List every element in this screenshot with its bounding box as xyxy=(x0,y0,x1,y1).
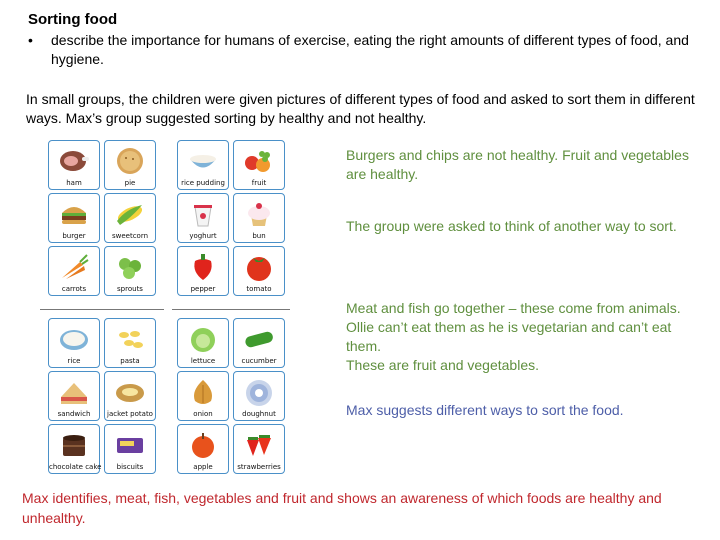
sweetcorn-icon xyxy=(117,205,143,225)
food-label: pie xyxy=(124,179,136,187)
food-card-tomato: tomato xyxy=(233,246,285,296)
strawberries-icon xyxy=(247,435,271,456)
note-meat-fish-text: Meat and fish go together – these come f… xyxy=(346,300,681,354)
food-label: carrots xyxy=(61,285,87,293)
food-label: sandwich xyxy=(57,410,91,418)
note-fruit-veg-text: These are fruit and vegetables. xyxy=(346,357,540,373)
food-label: sweetcorn xyxy=(111,232,149,240)
food-card-ham: ham xyxy=(48,140,100,190)
food-card-doughnut: doughnut xyxy=(233,371,285,421)
food-card-pasta: pasta xyxy=(104,318,156,368)
fruit-icon xyxy=(245,151,270,172)
food-card-strawberries: strawberries xyxy=(233,424,285,474)
pie-icon xyxy=(117,148,143,174)
onion-icon xyxy=(194,380,212,404)
doughnut-icon xyxy=(246,380,272,406)
food-card-jacket-potato: jacket potato xyxy=(104,371,156,421)
bun-icon xyxy=(248,203,270,226)
food-card-yoghurt: yoghurt xyxy=(177,193,229,243)
objective-text: describe the importance for humans of ex… xyxy=(51,32,689,67)
yoghurt-icon xyxy=(194,205,212,227)
food-label: sprouts xyxy=(117,285,143,293)
food-label: rice xyxy=(67,357,81,365)
food-card-carrots: carrots xyxy=(48,246,100,296)
food-label: apple xyxy=(193,463,213,471)
food-card-sprouts: sprouts xyxy=(104,246,156,296)
food-card-pie: pie xyxy=(104,140,156,190)
bullet-marker: • xyxy=(28,32,33,48)
food-label: biscuits xyxy=(116,463,144,471)
food-label: yoghurt xyxy=(189,232,217,240)
note-healthy: Burgers and chips are not healthy. Fruit… xyxy=(346,147,689,182)
note-another-way: The group were asked to think of another… xyxy=(346,218,677,234)
chocolate-cake-icon xyxy=(63,435,85,456)
food-card-sweetcorn: sweetcorn xyxy=(104,193,156,243)
food-label: burger xyxy=(62,232,86,240)
group-divider-left xyxy=(40,309,164,310)
note-meat-fish: Meat and fish go together – these come f… xyxy=(346,299,696,375)
food-card-rice: rice xyxy=(48,318,100,368)
rice-icon xyxy=(60,330,88,350)
group-divider-right xyxy=(172,309,290,310)
food-label: strawberries xyxy=(237,463,281,471)
note-max-suggests: Max suggests different ways to sort the … xyxy=(346,402,624,418)
food-label: tomato xyxy=(246,285,272,293)
cucumber-icon xyxy=(245,331,273,348)
food-label: pasta xyxy=(120,357,140,365)
food-label: doughnut xyxy=(242,410,276,418)
food-label: jacket potato xyxy=(107,410,153,418)
lettuce-icon xyxy=(191,328,215,352)
sandwich-icon xyxy=(61,383,87,404)
ham-icon xyxy=(60,151,89,171)
pepper-icon xyxy=(194,254,212,280)
food-card-cucumber: cucumber xyxy=(233,318,285,368)
apple-icon xyxy=(192,433,214,458)
food-card-rice-pudding: rice pudding xyxy=(177,140,229,190)
food-card-biscuits: biscuits xyxy=(104,424,156,474)
tomato-icon xyxy=(247,257,271,281)
pasta-icon xyxy=(119,331,143,348)
food-card-onion: onion xyxy=(177,371,229,421)
food-label: onion xyxy=(193,410,213,418)
biscuits-icon xyxy=(117,438,143,453)
food-card-chocolate-cake: chocolate cake xyxy=(48,424,102,474)
jacket-potato-icon xyxy=(116,384,144,402)
food-label: fruit xyxy=(251,179,267,187)
food-label: pepper xyxy=(190,285,216,293)
conclusion-text: Max identifies, meat, fish, vegetables a… xyxy=(22,490,662,526)
food-card-burger: burger xyxy=(48,193,100,243)
page-title: Sorting food xyxy=(28,11,118,28)
food-card-apple: apple xyxy=(177,424,229,474)
rice-pudding-icon xyxy=(190,155,216,168)
food-label: cucumber xyxy=(241,357,277,365)
food-label: bun xyxy=(252,232,266,240)
food-card-lettuce: lettuce xyxy=(177,318,229,368)
intro-paragraph: In small groups, the children were given… xyxy=(26,91,695,126)
food-label: rice pudding xyxy=(181,179,225,187)
food-label: lettuce xyxy=(190,357,216,365)
food-card-fruit: fruit xyxy=(233,140,285,190)
sprouts-icon xyxy=(119,258,141,279)
food-card-bun: bun xyxy=(233,193,285,243)
carrots-icon xyxy=(62,254,89,279)
food-card-sandwich: sandwich xyxy=(48,371,100,421)
food-label: ham xyxy=(66,179,82,187)
food-card-pepper: pepper xyxy=(177,246,229,296)
burger-icon xyxy=(62,207,86,224)
food-label: chocolate cake xyxy=(49,463,102,471)
